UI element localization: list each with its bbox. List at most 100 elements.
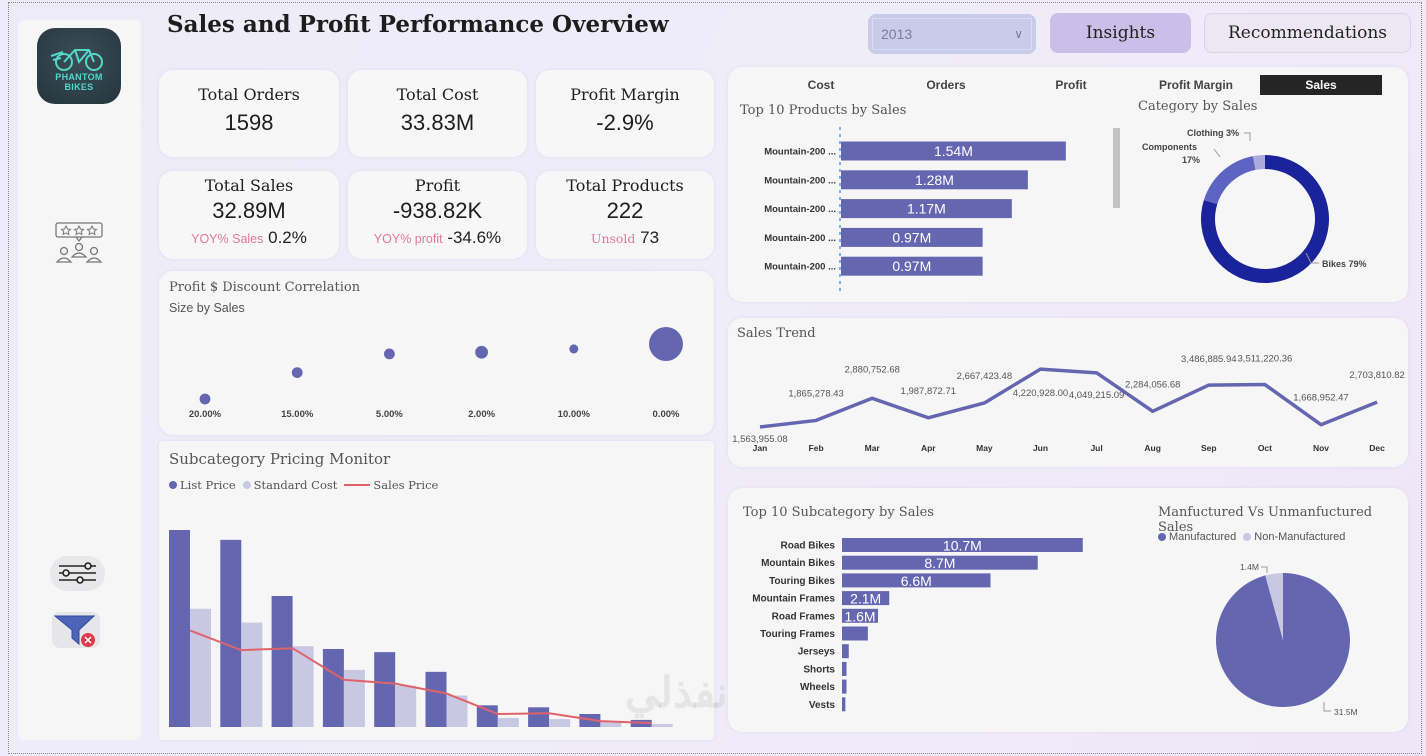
page-title: Sales and Profit Performance Overview (167, 11, 669, 38)
data-label: 1,563,955.08 (732, 434, 787, 445)
bar (841, 170, 1028, 190)
bar (842, 626, 868, 641)
category-label: Mountain Frames (752, 594, 835, 605)
data-label: 8.7M (924, 555, 955, 571)
tab-sales[interactable]: Sales (1260, 75, 1382, 95)
logo: PHANTOM BIKES (37, 28, 121, 104)
recommendations-button[interactable]: Recommendations (1204, 13, 1411, 53)
rating-people-icon[interactable] (52, 221, 106, 265)
category-label: Mountain-200 ... (764, 204, 836, 215)
chart-title: Top 10 Products by Sales (740, 103, 907, 118)
legend-item: Sales Price (373, 478, 439, 492)
kpi-label: Total Sales (204, 176, 294, 195)
bar (842, 661, 847, 676)
bar-list-price (425, 671, 447, 727)
leader-line (1244, 132, 1251, 141)
legend-item: Standard Cost (253, 478, 338, 492)
chart-legend: Manufactured Non-Manufactured (1158, 531, 1345, 543)
x-tick-label: Jan (753, 443, 768, 453)
category-label: Wheels (800, 682, 835, 693)
sliders-button[interactable] (50, 556, 105, 591)
sales-line (759, 367, 1378, 429)
tab-profit-margin[interactable]: Profit Margin (1159, 78, 1233, 92)
year-dropdown[interactable]: 2013 ∨ (868, 14, 1036, 54)
kpi-sub-label: YOY% Sales (191, 232, 264, 246)
x-tick-label: Dec (1369, 443, 1385, 453)
bar-list-price (374, 652, 396, 727)
kpi-total-sales: Total Sales 32.89M YOY% Sales 0.2% (159, 171, 339, 259)
data-label: 6.6M (901, 573, 932, 589)
kpi-label: Total Orders (198, 85, 300, 104)
bar-list-price (476, 705, 498, 727)
kpi-value: -2.9% (596, 110, 654, 135)
pricing-panel: Subcategory Pricing Monitor List Price S… (159, 441, 714, 740)
x-tick-label: 0.00% (653, 409, 680, 420)
bike-icon (50, 49, 103, 71)
bar-standard-cost (446, 695, 468, 727)
category-label: Mountain Bikes (761, 558, 835, 569)
pricing-chart (169, 530, 673, 727)
x-tick-label: Aug (1144, 443, 1161, 453)
tab-orders[interactable]: Orders (926, 78, 966, 92)
products-chart: Mountain-200 ... 1.54M Mountain-200 ... 1.2… (764, 127, 1367, 292)
category-label: Jerseys (798, 647, 836, 658)
legend-dot-icon (242, 481, 251, 489)
bar-list-price (169, 530, 190, 727)
category-label: Mountain-200 ... (764, 147, 836, 158)
kpi-sub-value: -34.6% (447, 228, 502, 247)
bar-standard-cost (395, 685, 417, 727)
tab-cost[interactable]: Cost (807, 78, 835, 92)
scrollbar[interactable] (1113, 128, 1120, 208)
bar-standard-cost (497, 717, 519, 727)
bar (842, 697, 846, 712)
scatter-point (475, 345, 489, 359)
donut-label: Bikes 79% (1322, 259, 1367, 269)
kpi-value: 222 (606, 198, 644, 223)
x-tick-label: May (976, 443, 993, 453)
line-sales-price (189, 629, 652, 725)
category-label: Mountain-200 ... (764, 262, 836, 273)
bar (841, 141, 1066, 161)
chart-legend: List Price Standard Cost Sales Price (169, 478, 438, 492)
kpi-label: Total Products (566, 176, 684, 195)
donut-label: Clothing 3% (1187, 128, 1239, 138)
data-label: 2,880,752.68 (844, 364, 899, 375)
bar-standard-cost (343, 669, 365, 727)
data-label: 3,511,220.36 (1238, 354, 1293, 365)
kpi-total-cost: Total Cost 33.83M (348, 70, 527, 157)
kpi-value: 32.89M (212, 198, 286, 223)
kpi-value: 1598 (224, 110, 274, 135)
bar-list-price (220, 539, 242, 727)
category-label: Road Frames (772, 611, 836, 622)
scatter-chart: 20.00% 15.00% 5.00% 2.00% 10.00% 0.00% (189, 327, 683, 420)
x-tick-label: Jun (1033, 443, 1048, 453)
clear-filter-button[interactable] (52, 612, 100, 648)
kpi-total-orders: Total Orders 1598 (159, 70, 339, 157)
data-label: 1.17M (907, 201, 946, 217)
tab-profit[interactable]: Profit (1055, 78, 1087, 92)
bar (842, 679, 847, 694)
x-tick-label: 15.00% (281, 409, 314, 420)
logo-text-line1: PHANTOM (55, 72, 103, 82)
category-label: Mountain-200 ... (764, 233, 836, 244)
scatter-point (291, 367, 303, 378)
bar-standard-cost (651, 724, 673, 727)
data-label: 4,049,215.09 (1069, 390, 1124, 401)
chart-title: Subcategory Pricing Monitor (169, 450, 391, 468)
bar-standard-cost (549, 719, 571, 727)
kpi-sub-value: 73 (640, 228, 660, 247)
kpi-sub-label: YOY% profit (373, 232, 443, 246)
insights-button[interactable]: Insights (1050, 13, 1191, 53)
data-label: 2,703,810.82 (1349, 370, 1404, 381)
bar-list-price (579, 713, 601, 727)
category-label: Vests (809, 700, 836, 711)
kpi-label: Total Cost (396, 85, 479, 104)
bar (842, 644, 849, 659)
sliders-icon (59, 562, 96, 584)
leader-line (1213, 148, 1221, 158)
scatter-point (569, 344, 579, 354)
kpi-value: 33.83M (400, 110, 475, 135)
x-tick-label: 10.00% (558, 409, 591, 420)
leader-line (1261, 566, 1268, 573)
